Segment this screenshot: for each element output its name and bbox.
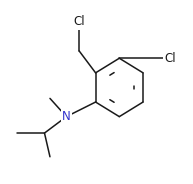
Text: Cl: Cl xyxy=(73,15,85,28)
Text: N: N xyxy=(62,110,71,123)
Text: Cl: Cl xyxy=(165,52,176,65)
